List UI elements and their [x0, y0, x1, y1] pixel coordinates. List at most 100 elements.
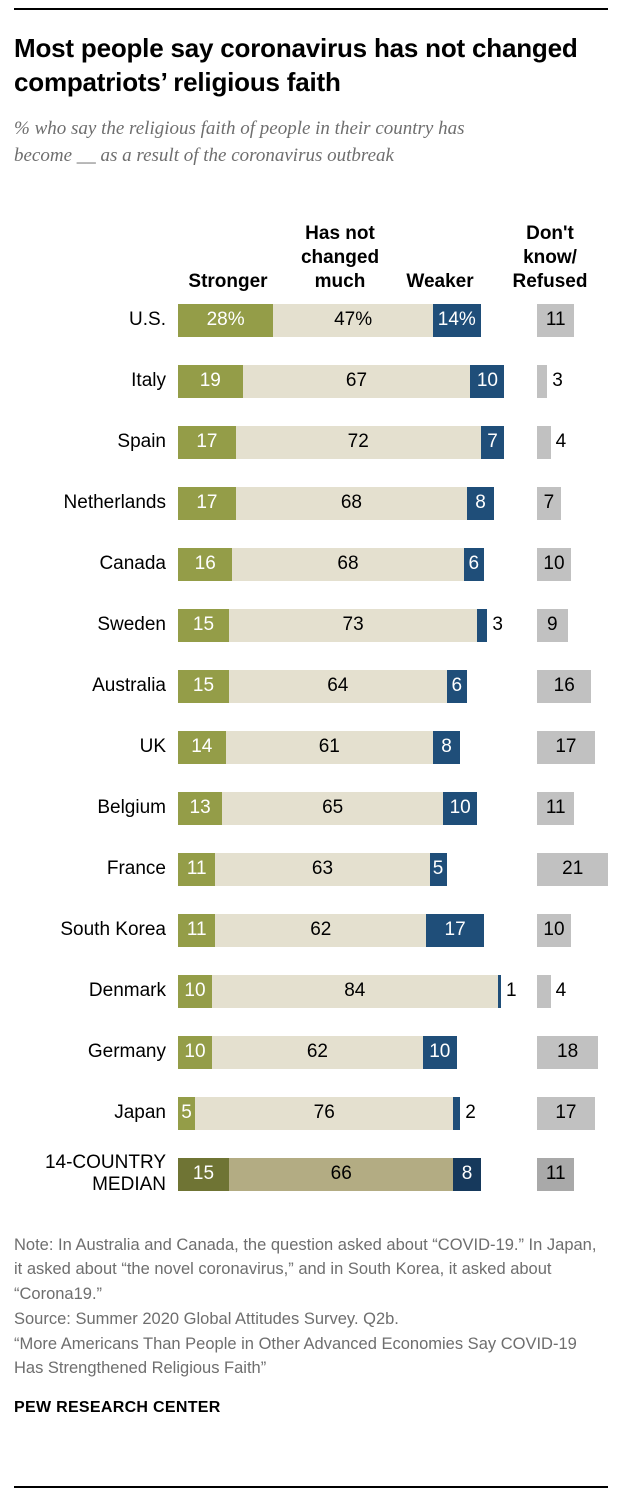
bar-segment-unchanged: 61	[225, 730, 433, 764]
bar-segment-weaker: 7	[480, 425, 505, 459]
bar-segment-weaker-value: 3	[492, 614, 503, 636]
bar-segment-weaker: 6	[463, 547, 484, 581]
country-label: Japan	[114, 1102, 166, 1124]
chart-row-spain: Spain 17 72 7 4	[14, 425, 608, 459]
bar-segment-stronger: 14	[178, 730, 226, 764]
top-rule	[14, 8, 608, 10]
chart-title: Most people say coronavirus has not chan…	[14, 33, 578, 97]
chart-row-u-s-: U.S. 28% 47% 14% 11	[14, 303, 608, 337]
bar-segment-stronger: 19	[178, 364, 243, 398]
chart-row-south-korea: South Korea 11 62 17 10	[14, 913, 608, 947]
bar-segment-dk: 10	[537, 547, 571, 581]
footnotes: Note: In Australia and Canada, the quest…	[14, 1233, 599, 1382]
bar-segment-dk: 16	[537, 669, 592, 703]
bar-segment-unchanged: 66	[229, 1157, 454, 1191]
bar-segment-unchanged: 72	[235, 425, 481, 459]
bar-segment-weaker-value: 1	[506, 980, 517, 1002]
bar-segment-dk-value: 4	[555, 431, 567, 453]
bar-segment-dk: 17	[537, 1096, 595, 1130]
bar-segment-dk: 9	[537, 608, 568, 642]
country-label: Netherlands	[63, 492, 166, 514]
country-label: Belgium	[97, 797, 166, 819]
bar-segment-weaker: 6	[446, 669, 467, 703]
bar-segment-stronger: 10	[178, 1035, 212, 1069]
bar-segment-weaker: 14%	[433, 303, 481, 337]
bar-segment-dk: 11	[537, 1157, 575, 1191]
bar-segment-stronger: 11	[178, 913, 216, 947]
country-label: Italy	[131, 370, 166, 392]
bar-segment-unchanged: 67	[242, 364, 471, 398]
chart-row-germany: Germany 10 62 10 18	[14, 1035, 608, 1069]
bottom-rule	[14, 1486, 608, 1488]
country-label: U.S.	[129, 309, 166, 331]
country-label: Germany	[87, 1041, 166, 1063]
bar-segment-weaker: 17	[426, 913, 484, 947]
bar-segment-unchanged: 63	[215, 852, 430, 886]
chart-row-australia: Australia 15 64 6 16	[14, 669, 608, 703]
bar-segment-dk	[537, 425, 551, 459]
country-label: Spain	[117, 431, 166, 453]
chart-row-italy: Italy 19 67 10 3	[14, 364, 608, 398]
bar-segment-stronger: 13	[178, 791, 223, 825]
chart-row-canada: Canada 16 68 6 10	[14, 547, 608, 581]
column-header-weaker: Weaker	[406, 270, 474, 292]
bar-segment-unchanged: 73	[229, 608, 478, 642]
bar-segment-weaker: 10	[443, 791, 478, 825]
bar-segment-unchanged: 68	[232, 547, 464, 581]
bar-segment-unchanged: 64	[229, 669, 447, 703]
bar-segment-unchanged: 68	[235, 486, 467, 520]
bar-segment-stronger: 17	[178, 486, 236, 520]
bar-segment-stronger: 15	[178, 669, 229, 703]
bar-segment-unchanged: 62	[215, 913, 427, 947]
bar-segment-dk-value: 4	[555, 980, 567, 1002]
bar-segment-stronger: 15	[178, 1157, 229, 1191]
bar-segment-unchanged: 84	[212, 974, 498, 1008]
bar-segment-weaker: 5	[429, 852, 447, 886]
chart-row-uk: UK 14 61 8 17	[14, 730, 608, 764]
bar-segment-dk: 18	[537, 1035, 599, 1069]
chart-row-denmark: Denmark 10 84 1 4	[14, 974, 608, 1008]
bar-segment-unchanged: 65	[222, 791, 444, 825]
country-label: South Korea	[60, 919, 166, 941]
bar-segment-stronger: 17	[178, 425, 236, 459]
country-label: UK	[139, 736, 166, 758]
bar-segment-dk: 21	[537, 852, 609, 886]
bar-segment-weaker-value: 2	[465, 1102, 476, 1124]
source-text: Source: Summer 2020 Global Attitudes Sur…	[14, 1309, 399, 1328]
bar-segment-weaker: 8	[453, 1157, 481, 1191]
bar-segment-dk	[537, 364, 548, 398]
chart-row-france: France 11 63 5 21	[14, 852, 609, 886]
bar-segment-dk: 7	[537, 486, 561, 520]
bar-segment-weaker: 10	[422, 1035, 457, 1069]
column-header-has-not-changed-much: Has not changed much	[300, 223, 380, 292]
stacked-bar-chart: U.S. 28% 47% 14% 11 Italy 19 67 10 3 Spain 17 72 7 4 Ne…	[14, 303, 609, 1195]
country-label: France	[106, 858, 166, 880]
country-label: Australia	[92, 675, 166, 697]
bar-segment-dk: 10	[537, 913, 571, 947]
bar-segment-unchanged: 47%	[273, 303, 433, 337]
chart-row-netherlands: Netherlands 17 68 8 7	[14, 486, 608, 520]
bar-segment-weaker: 8	[467, 486, 495, 520]
chart-row-14-country-median: 14-COUNTRY MEDIAN 15 66 8 11	[14, 1152, 608, 1195]
report-title-text: “More Americans Than People in Other Adv…	[14, 1334, 577, 1378]
bar-segment-weaker: 8	[433, 730, 461, 764]
bar-segment-stronger: 16	[178, 547, 233, 581]
bar-segment-stronger: 10	[178, 974, 212, 1008]
bar-segment-dk: 11	[537, 791, 575, 825]
chart-subtitle: % who say the religious faith of people …	[14, 117, 465, 166]
bar-segment-dk-value: 3	[552, 370, 563, 392]
country-label: Sweden	[97, 614, 166, 636]
bar-segment-unchanged: 76	[195, 1096, 454, 1130]
column-header-dont-know-refused: Don't know/ Refused	[512, 223, 588, 292]
pew-research-center-label: PEW RESEARCH CENTER	[14, 1399, 221, 1417]
country-label: Canada	[99, 553, 166, 575]
bar-segment-dk: 11	[537, 303, 575, 337]
chart-row-sweden: Sweden 15 73 3 9	[14, 608, 608, 642]
chart-row-japan: Japan 5 76 2 17	[14, 1096, 608, 1130]
bar-segment-stronger: 11	[178, 852, 216, 886]
country-label: 14-COUNTRY MEDIAN	[44, 1152, 166, 1196]
bar-segment-weaker: 10	[470, 364, 505, 398]
bar-segment-dk: 17	[537, 730, 595, 764]
bar-segment-stronger: 5	[178, 1096, 195, 1130]
